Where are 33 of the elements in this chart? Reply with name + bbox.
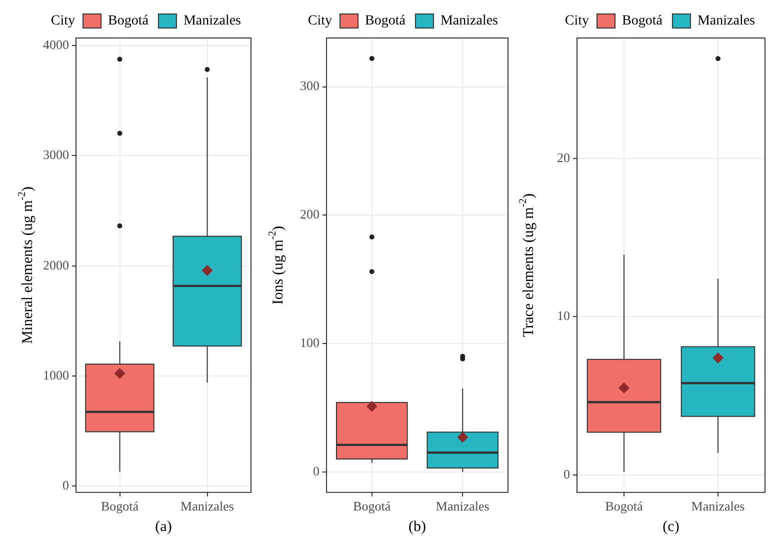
y-axis-title: Trace elements (ug m-2) — [518, 193, 537, 337]
legend-label: Manizales — [697, 14, 755, 29]
y-tick-label: 3000 — [43, 147, 69, 162]
x-tick-label: Manizales — [691, 498, 745, 514]
legend-label: Bogotá — [108, 14, 150, 29]
legend-label: Bogotá — [622, 14, 664, 29]
y-tick-label: 0 — [564, 466, 570, 482]
legend-title: City — [50, 14, 76, 29]
y-tick-label: 100 — [300, 334, 320, 350]
legend-label: Manizales — [440, 14, 498, 29]
legend-title: City — [308, 14, 332, 29]
y-tick-label: 4000 — [43, 36, 69, 52]
y-axis-title: Mineral elements (ug m-2) — [16, 186, 36, 344]
y-tick-label: 0 — [62, 478, 69, 493]
y-tick-label: 20 — [557, 150, 570, 165]
x-axis-title: (b) — [408, 518, 426, 535]
x-tick-label: Bogotá — [100, 498, 139, 514]
y-tick-label: 1000 — [43, 367, 69, 382]
x-axis-title: (a) — [155, 518, 172, 535]
y-tick-label: 2000 — [43, 257, 69, 272]
legend-label: Manizales — [183, 14, 241, 29]
y-tick-label: 200 — [300, 206, 320, 222]
y-tick-label: 10 — [557, 308, 570, 324]
x-axis-title: (c) — [662, 518, 680, 535]
y-tick-label: 300 — [300, 78, 320, 94]
x-tick-label: Bogotá — [605, 498, 643, 514]
y-axis-title: Ions (ug m-2) — [267, 226, 286, 305]
x-tick-label: Bogotá — [353, 498, 391, 514]
legend-label: Bogotá — [365, 14, 406, 29]
x-tick-label: Manizales — [180, 498, 234, 514]
x-tick-label: Manizales — [436, 498, 490, 514]
legend-title: City — [564, 14, 590, 29]
y-tick-label: 0 — [313, 463, 320, 478]
